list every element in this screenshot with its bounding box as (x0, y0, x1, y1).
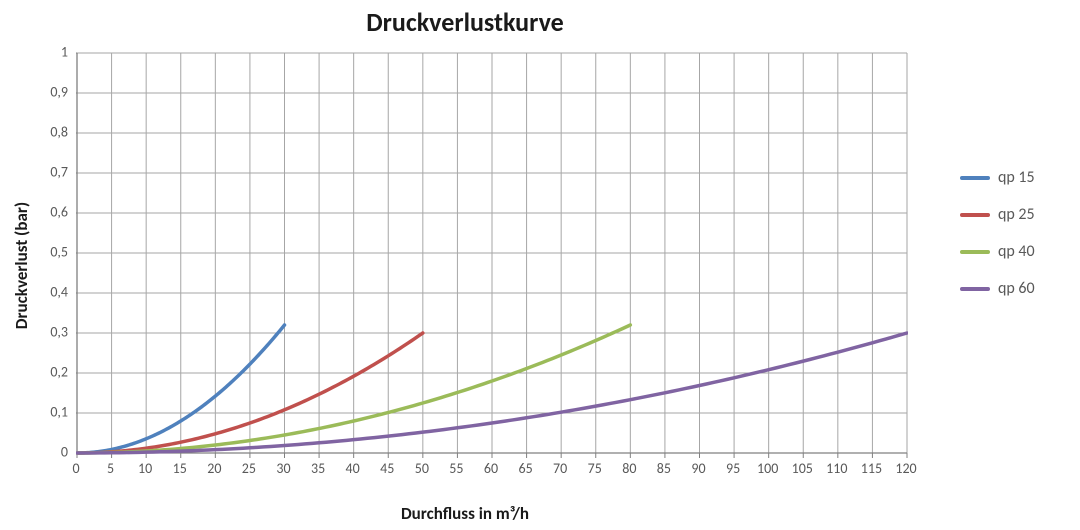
x-tick-label: 5 (107, 460, 114, 477)
x-tick-label: 90 (691, 460, 705, 477)
x-tick-label: 110 (826, 460, 847, 477)
y-tick-label: 0,9 (32, 84, 68, 101)
legend-swatch (960, 176, 990, 180)
x-tick-label: 40 (346, 460, 360, 477)
y-tick-label: 0,8 (32, 124, 68, 141)
y-axis-title-text: Druckverlust (bar) (12, 201, 33, 328)
y-tick-label: 0,4 (32, 284, 68, 301)
x-tick-label: 120 (895, 460, 916, 477)
legend-label: qp 60 (998, 279, 1035, 298)
legend-item: qp 40 (960, 242, 1035, 261)
x-tick-label: 15 (173, 460, 187, 477)
x-tick-label: 55 (449, 460, 463, 477)
x-tick-label: 0 (72, 460, 79, 477)
legend-label: qp 40 (998, 242, 1035, 261)
x-tick-label: 105 (792, 460, 813, 477)
legend-swatch (960, 213, 990, 217)
x-tick-label: 30 (276, 460, 290, 477)
x-tick-label: 95 (726, 460, 740, 477)
x-tick-label: 80 (622, 460, 636, 477)
legend-label: qp 25 (998, 205, 1035, 224)
x-tick-label: 65 (518, 460, 532, 477)
x-tick-label: 70 (553, 460, 567, 477)
y-tick-label: 0,7 (32, 164, 68, 181)
x-tick-label: 10 (138, 460, 152, 477)
x-tick-label: 20 (207, 460, 221, 477)
x-tick-label: 115 (861, 460, 882, 477)
y-tick-label: 0,5 (32, 244, 68, 261)
y-tick-label: 0 (32, 444, 68, 461)
y-tick-label: 0,3 (32, 324, 68, 341)
legend-swatch (960, 287, 990, 291)
x-axis-title: Durchfluss in m³/h (0, 503, 930, 524)
legend-item: qp 25 (960, 205, 1035, 224)
legend-item: qp 15 (960, 168, 1035, 187)
legend-swatch (960, 250, 990, 254)
pressure-loss-chart: Druckverlustkurve Druckverlust (bar) Dur… (0, 0, 1080, 530)
x-tick-label: 50 (415, 460, 429, 477)
x-tick-label: 45 (380, 460, 394, 477)
x-tick-label: 75 (588, 460, 602, 477)
legend-label: qp 15 (998, 168, 1035, 187)
y-tick-label: 1 (32, 44, 68, 61)
x-tick-label: 60 (484, 460, 498, 477)
x-tick-label: 100 (757, 460, 778, 477)
y-tick-label: 0,2 (32, 364, 68, 381)
y-tick-label: 0,1 (32, 404, 68, 421)
legend: qp 15 qp 25 qp 40 qp 60 (960, 150, 1035, 316)
legend-item: qp 60 (960, 279, 1035, 298)
plot-area (76, 52, 908, 460)
x-tick-label: 35 (311, 460, 325, 477)
y-tick-label: 0,6 (32, 204, 68, 221)
x-tick-label: 85 (657, 460, 671, 477)
x-tick-label: 25 (242, 460, 256, 477)
chart-title: Druckverlustkurve (0, 6, 930, 38)
